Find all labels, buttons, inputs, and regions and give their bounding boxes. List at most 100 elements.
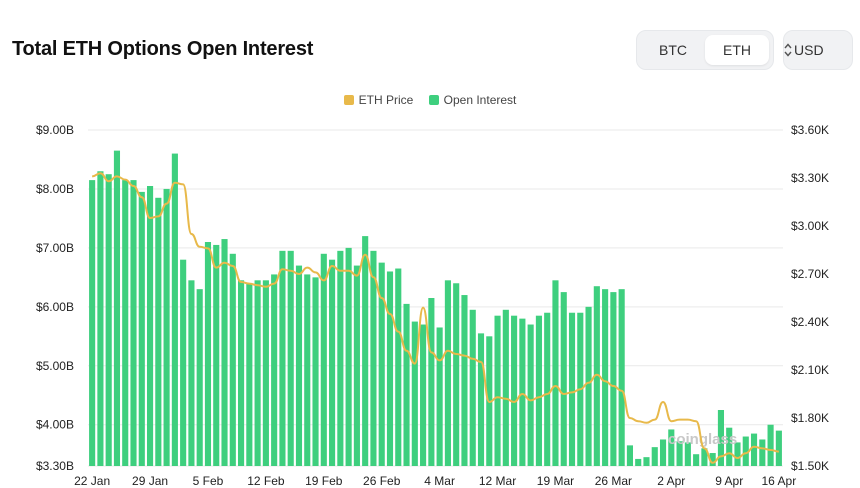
open-interest-bar bbox=[362, 236, 369, 466]
open-interest-bar bbox=[271, 274, 278, 466]
x-axis-tick-label: 19 Feb bbox=[305, 474, 343, 488]
open-interest-bar bbox=[295, 265, 303, 466]
open-interest-bar bbox=[89, 180, 96, 466]
open-interest-bar bbox=[229, 253, 236, 466]
open-interest-swatch bbox=[428, 95, 439, 105]
x-axis-tick-label: 26 Feb bbox=[363, 474, 401, 488]
open-interest-bar bbox=[196, 289, 203, 466]
eth-price-swatch bbox=[343, 95, 354, 105]
open-interest-bar bbox=[122, 180, 129, 466]
left-axis-tick-label: $4.00B bbox=[36, 418, 74, 432]
x-axis-tick-label: 22 Jan bbox=[74, 474, 110, 488]
open-interest-bar bbox=[345, 247, 352, 466]
open-interest-bar bbox=[130, 180, 137, 466]
eth-tab[interactable]: ETH bbox=[705, 35, 769, 65]
open-interest-bar bbox=[676, 441, 683, 466]
x-axis-tick-label: 12 Mar bbox=[479, 474, 516, 488]
open-interest-bar bbox=[370, 250, 377, 466]
open-interest-bar bbox=[643, 457, 650, 466]
open-interest-bar bbox=[775, 430, 782, 466]
x-axis-tick-label: 12 Feb bbox=[247, 474, 285, 488]
right-axis-tick-label: $3.00K bbox=[791, 219, 829, 233]
open-interest-bar bbox=[684, 442, 691, 466]
open-interest-bar bbox=[378, 262, 385, 466]
open-interest-bar bbox=[502, 309, 509, 466]
open-interest-bar bbox=[668, 429, 675, 466]
open-interest-bar bbox=[180, 259, 187, 466]
open-interest-bar bbox=[651, 447, 658, 466]
open-interest-bar bbox=[602, 289, 609, 466]
open-interest-bar bbox=[519, 318, 526, 466]
right-axis-tick-label: $3.30K bbox=[791, 171, 829, 185]
right-axis-tick-label: $1.50K bbox=[791, 459, 829, 473]
open-interest-bar bbox=[568, 312, 576, 466]
left-axis-tick-label: $5.00B bbox=[36, 359, 74, 373]
open-interest-bar bbox=[238, 280, 245, 466]
x-axis-tick-label: 29 Jan bbox=[132, 474, 168, 488]
open-interest-bar bbox=[759, 439, 766, 466]
legend-label-eth-price: ETH Price bbox=[358, 93, 414, 107]
open-interest-bar bbox=[279, 250, 286, 466]
left-axis-tick-label: $8.00B bbox=[36, 182, 74, 196]
open-interest-bar bbox=[511, 315, 518, 466]
open-interest-bar bbox=[585, 306, 592, 466]
currency-select[interactable]: USD bbox=[783, 30, 853, 70]
open-interest-bar bbox=[709, 453, 716, 466]
open-interest-bars bbox=[89, 150, 782, 467]
open-interest-bar bbox=[304, 274, 311, 466]
open-interest-bar bbox=[246, 283, 253, 466]
open-interest-bar bbox=[188, 280, 195, 466]
legend-label-open-interest: Open Interest bbox=[443, 93, 517, 107]
open-interest-bar bbox=[701, 448, 708, 466]
x-axis-tick-label: 5 Feb bbox=[193, 474, 224, 488]
open-interest-bar bbox=[750, 433, 758, 466]
open-interest-bar bbox=[618, 289, 625, 466]
open-interest-bar bbox=[560, 292, 567, 466]
open-interest-bar bbox=[312, 277, 319, 466]
x-axis-tick-label: 2 Apr bbox=[657, 474, 685, 488]
open-interest-bar bbox=[552, 280, 559, 466]
open-interest-bar bbox=[742, 436, 749, 466]
currency-value: USD bbox=[794, 42, 824, 58]
btc-tab[interactable]: BTC bbox=[659, 42, 687, 58]
open-interest-bar bbox=[767, 424, 774, 466]
x-axis-tick-label: 26 Mar bbox=[595, 474, 632, 488]
open-interest-bar bbox=[254, 280, 261, 466]
legend-item-eth-price[interactable]: ETH Price bbox=[343, 93, 414, 107]
open-interest-bar bbox=[469, 309, 476, 466]
open-interest-bar bbox=[386, 271, 394, 466]
open-interest-bar bbox=[535, 315, 542, 466]
open-interest-bar bbox=[436, 327, 443, 466]
open-interest-bar bbox=[635, 458, 642, 466]
x-axis-tick-label: 19 Mar bbox=[537, 474, 574, 488]
open-interest-bar bbox=[337, 250, 344, 466]
right-axis-tick-label: $2.70K bbox=[791, 267, 829, 281]
legend-item-open-interest[interactable]: Open Interest bbox=[428, 93, 517, 107]
right-axis-tick-label: $2.10K bbox=[791, 363, 829, 377]
open-interest-bar bbox=[213, 244, 220, 466]
sort-chevron-icon bbox=[784, 43, 792, 57]
open-interest-bar bbox=[97, 171, 104, 466]
open-interest-bar bbox=[163, 188, 170, 466]
eth-price-line-group bbox=[92, 172, 779, 464]
open-interest-bar bbox=[610, 292, 617, 466]
eth-price-line bbox=[92, 172, 779, 464]
x-axis-tick-label: 9 Apr bbox=[715, 474, 743, 488]
open-interest-bar bbox=[428, 298, 435, 466]
left-axis-ticks: $3.30B $4.00B $5.00B $6.00B $7.00B $8.00B $9.0… bbox=[36, 123, 74, 473]
open-interest-bar bbox=[155, 197, 162, 466]
open-interest-bar bbox=[626, 445, 633, 466]
open-interest-bar bbox=[329, 259, 336, 466]
open-interest-bar bbox=[527, 324, 534, 466]
open-interest-bar bbox=[444, 280, 451, 466]
open-interest-bar bbox=[287, 250, 294, 466]
right-axis-tick-label: $3.60K bbox=[791, 123, 829, 137]
open-interest-bar bbox=[420, 324, 427, 466]
open-interest-bar bbox=[726, 427, 733, 466]
open-interest-bar bbox=[494, 315, 501, 466]
watermark-text: coinglass bbox=[668, 431, 737, 448]
left-axis-tick-label: $9.00B bbox=[36, 123, 74, 137]
open-interest-bar bbox=[146, 186, 154, 466]
left-axis-tick-label: $6.00B bbox=[36, 300, 74, 314]
